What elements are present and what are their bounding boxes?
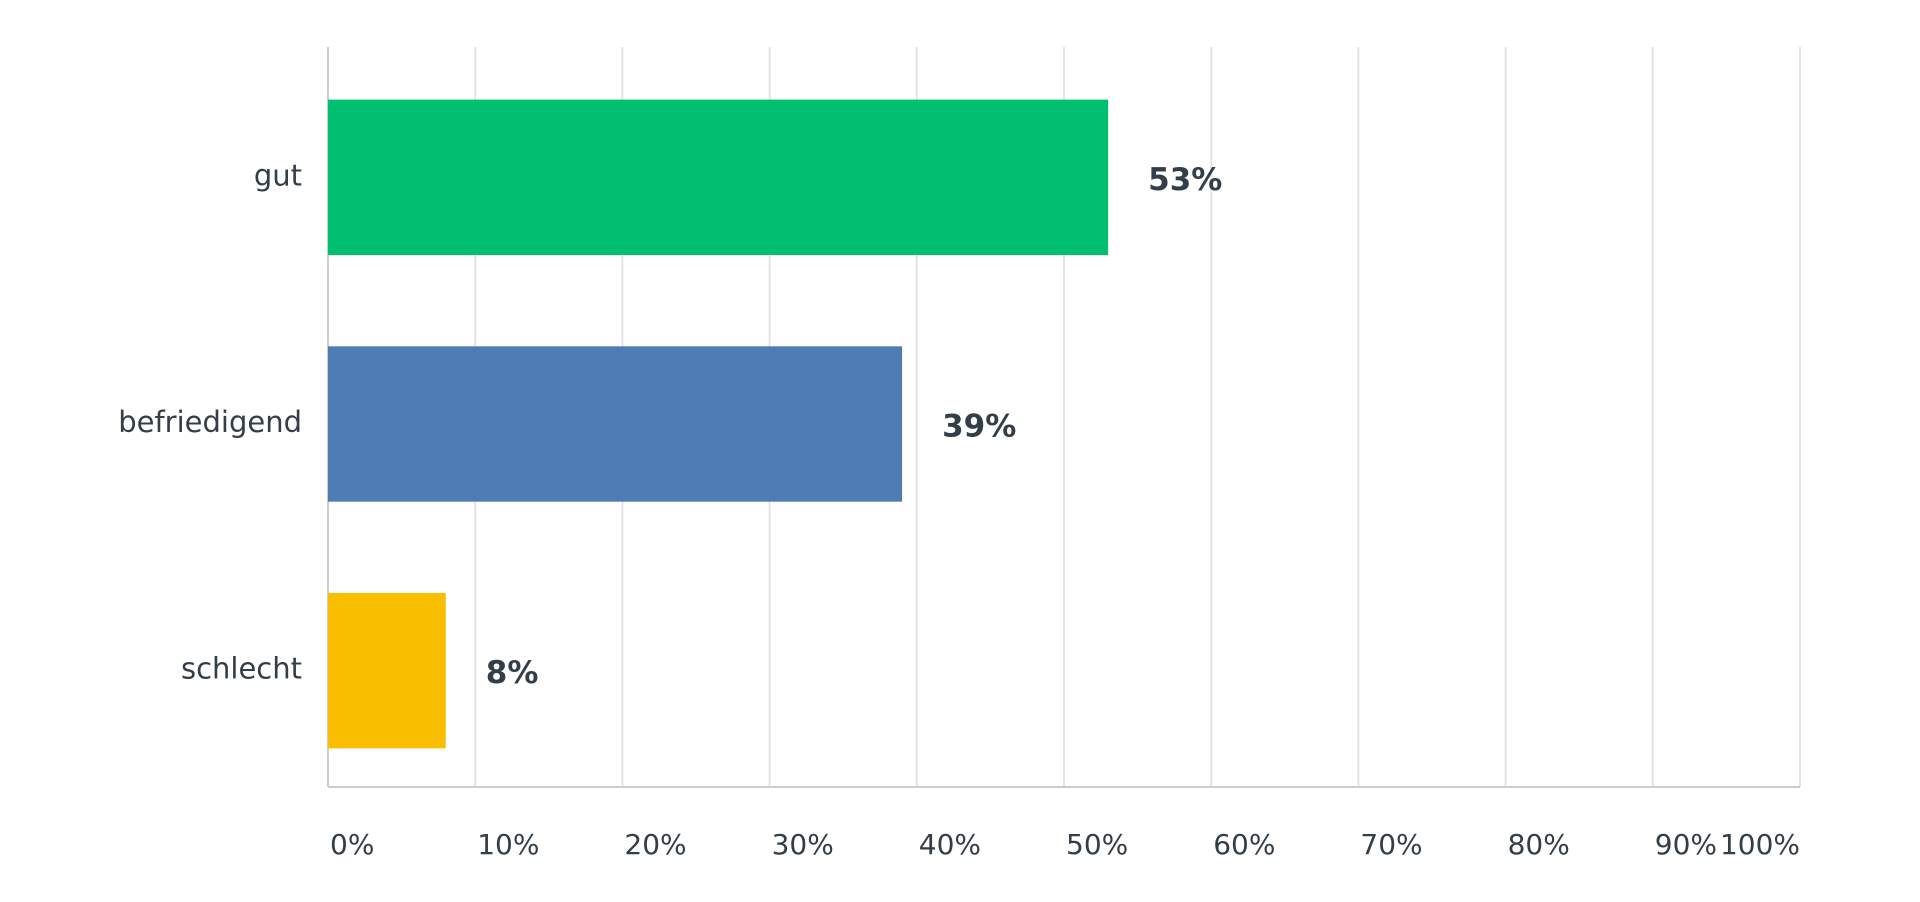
bar [328,592,446,749]
x-tick-label: 90% [1655,828,1717,861]
x-tick-label: 50% [1066,828,1128,861]
category-label: schlecht [181,652,302,686]
bar [328,346,903,502]
x-tick-label: 60% [1213,828,1275,861]
value-label: 53% [1148,162,1222,198]
x-tick-label: 40% [919,828,981,861]
x-tick-label: 30% [772,828,834,861]
category-label: befriedigend [118,405,302,439]
value-label: 8% [486,655,539,691]
x-tick-label: 100% [1720,828,1800,861]
x-tick-label: 80% [1508,828,1570,861]
category-label: gut [254,158,302,192]
value-label: 39% [942,409,1016,445]
bar [328,99,1109,256]
x-tick-label: 0% [330,828,374,861]
x-tick-label: 10% [477,828,539,861]
x-tick-label: 20% [624,828,686,861]
x-tick-label: 70% [1360,828,1422,861]
